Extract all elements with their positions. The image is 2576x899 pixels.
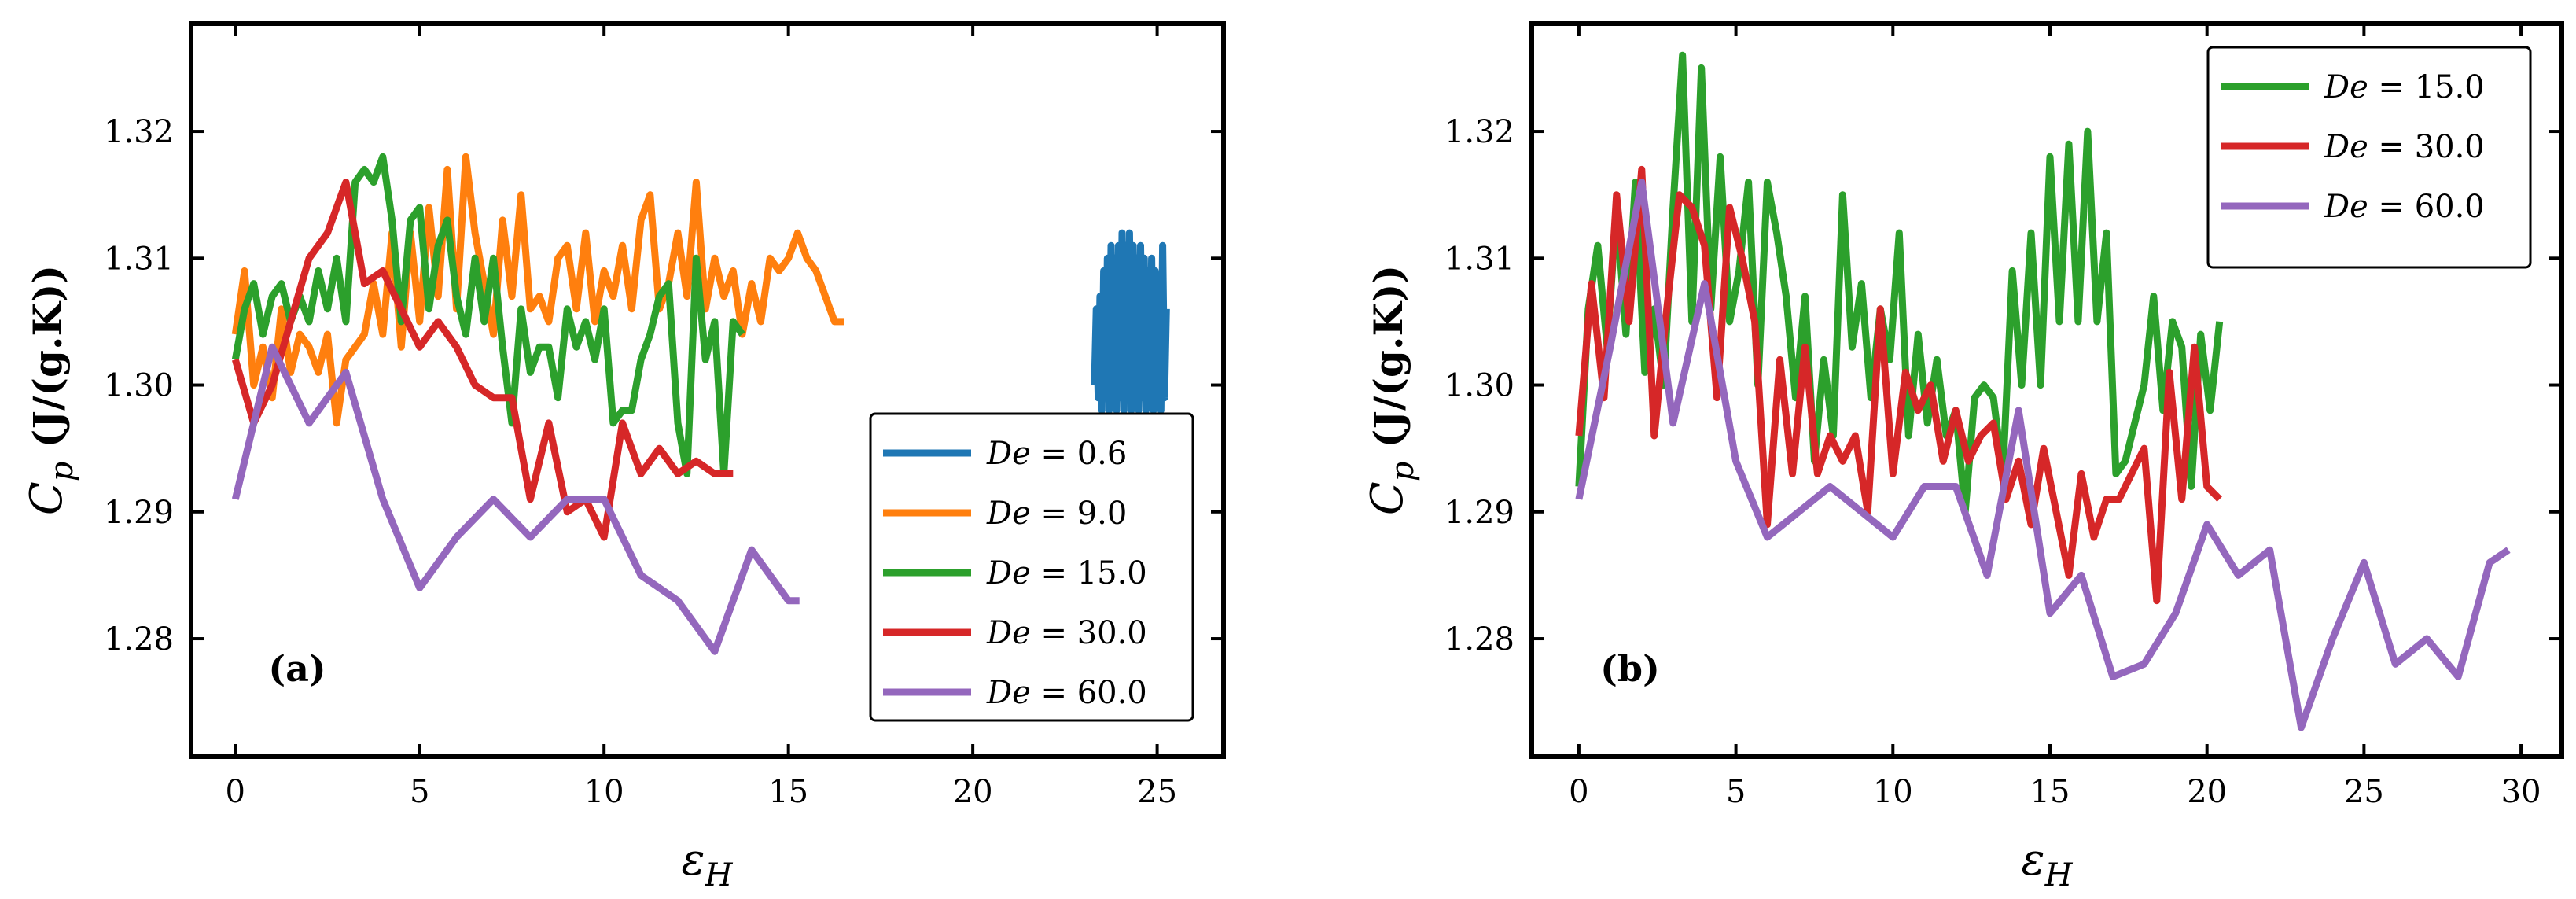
x-tick-label: 10 — [584, 774, 624, 810]
legend-entry-value: = 0.6 — [1031, 436, 1128, 472]
y-tick-label: 1.28 — [1444, 621, 1514, 658]
y-axis-title-main: C — [21, 481, 72, 515]
panel-b: 0 5 10 15 20 25 30 1.28 1.29 1.30 1.31 1.32 εH Cp (J/… — [1362, 21, 2564, 893]
legend-entry-value: = 30.0 — [2368, 129, 2485, 165]
series-line-de-60-0 — [1575, 179, 2511, 731]
y-tick-label: 1.28 — [104, 621, 174, 658]
legend-entry-value: = 15.0 — [2368, 69, 2485, 105]
legend-entry-var: De — [986, 675, 1031, 711]
y-axis-title-sub: p — [1385, 462, 1421, 482]
legend-entry-var: De — [2324, 69, 2368, 105]
x-tick-label: 15 — [2030, 774, 2070, 810]
legend-entry: De = 30.0 — [986, 615, 1147, 651]
y-tick-label: 1.29 — [1444, 495, 1514, 531]
legend-entry-var: De — [986, 615, 1031, 651]
y-axis-title-units: (J/(g.K)) — [24, 265, 71, 462]
y-tick-label: 1.31 — [1444, 241, 1514, 277]
series-line-de-30-0 — [1575, 165, 2222, 605]
series-line-de-9-0 — [231, 153, 844, 427]
legend-entry-var: De — [986, 555, 1031, 591]
x-axis-title: εH — [2022, 835, 2074, 893]
x-tick-label: 25 — [2344, 774, 2384, 810]
y-tick-label: 1.29 — [104, 495, 174, 531]
x-tick-label: 15 — [768, 774, 808, 810]
series-group — [231, 153, 1170, 655]
legend-entry: De = 15.0 — [2324, 69, 2485, 105]
axes-frame — [189, 21, 1226, 759]
y-tick-label: 1.32 — [1444, 114, 1514, 150]
legend-entry-value: = 15.0 — [1031, 555, 1147, 591]
x-tick-label: 0 — [1569, 774, 1588, 810]
y-axis-title-units: (J/(g.K)) — [1365, 265, 1411, 462]
legend-frame — [869, 412, 1194, 722]
legend-entry-value: = 60.0 — [1031, 675, 1147, 711]
x-tick-label: 5 — [410, 774, 429, 810]
series-line-de-15-0 — [1575, 51, 2224, 516]
x-tick-label: 25 — [1137, 774, 1177, 810]
series-line-de-15-0 — [231, 153, 745, 477]
y-axis-title: Cp (J/(g.K)) — [21, 265, 80, 515]
legend-entry-value: = 60.0 — [2368, 189, 2485, 225]
legend-entry-var: De — [2324, 189, 2368, 225]
panel-label: (b) — [1600, 647, 1660, 690]
series-line-de-60-0 — [231, 343, 800, 655]
y-axis-title-main: C — [1362, 481, 1413, 515]
legend-entry-var: De — [986, 496, 1031, 532]
y-axis-title: Cp (J/(g.K)) — [1362, 265, 1421, 515]
series-group — [1575, 51, 2511, 731]
axes-frame — [1529, 21, 2564, 759]
series-line-de-0-6 — [1091, 229, 1170, 414]
x-axis-title-main: ε — [2022, 835, 2045, 886]
x-axis-title-sub: H — [2044, 857, 2074, 893]
legend-frame — [2206, 46, 2532, 269]
y-axis-title-sub: p — [44, 462, 80, 482]
legend-entry: De = 60.0 — [986, 675, 1147, 711]
legend-entry: De = 60.0 — [2324, 189, 2485, 225]
x-tick-label: 5 — [1726, 774, 1746, 810]
legend: De = 0.6De = 9.0De = 15.0De = 30.0De = 6… — [869, 412, 1194, 722]
legend: De = 15.0De = 30.0De = 60.0 — [2206, 46, 2532, 269]
x-tick-label: 0 — [226, 774, 245, 810]
legend-entry: De = 15.0 — [986, 555, 1147, 591]
y-tick-label: 1.30 — [1444, 368, 1514, 404]
legend-entry: De = 9.0 — [986, 496, 1127, 532]
panel-label: (a) — [268, 647, 326, 690]
x-tick-label: 10 — [1873, 774, 1913, 810]
y-tick-label: 1.31 — [104, 241, 174, 277]
x-tick-label: 20 — [953, 774, 993, 810]
legend-entry-var: De — [986, 436, 1031, 472]
x-axis-title-sub: H — [705, 857, 734, 893]
x-tick-label: 30 — [2501, 774, 2541, 810]
series-line-de-30-0 — [231, 179, 734, 541]
legend-entry: De = 0.6 — [986, 436, 1127, 472]
x-axis-title: εH — [682, 835, 734, 893]
legend-entry-value: = 9.0 — [1031, 496, 1128, 532]
legend-entry-var: De — [2324, 129, 2368, 165]
y-tick-label: 1.32 — [104, 114, 174, 150]
legend-entry-value: = 30.0 — [1031, 615, 1147, 651]
legend-entry: De = 30.0 — [2324, 129, 2485, 165]
panel-a: 0 5 10 15 20 25 1.28 1.29 1.30 1.31 1.32 εH Cp (J/(g… — [21, 21, 1226, 893]
x-axis-title-main: ε — [682, 835, 705, 886]
x-tick-label: 20 — [2187, 774, 2227, 810]
y-tick-label: 1.30 — [104, 368, 174, 404]
